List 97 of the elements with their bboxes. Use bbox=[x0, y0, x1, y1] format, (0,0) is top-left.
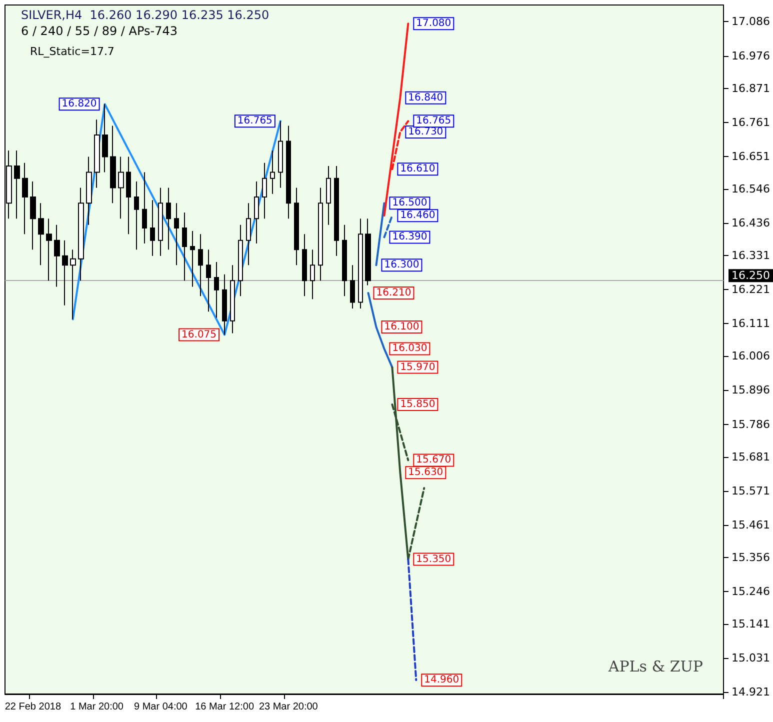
data-label: 16.820 bbox=[62, 98, 97, 110]
y-tick-label: 15.141 bbox=[732, 618, 770, 631]
data-label: 16.840 bbox=[408, 92, 444, 104]
candlestick bbox=[358, 218, 363, 309]
y-tick-label: 16.006 bbox=[732, 350, 770, 363]
candlestick bbox=[70, 249, 76, 320]
candlestick bbox=[54, 224, 60, 288]
data-label: 15.350 bbox=[416, 554, 452, 565]
candlestick bbox=[262, 162, 267, 220]
data-label: 16.765 bbox=[416, 116, 452, 127]
data-label: 16.100 bbox=[384, 322, 420, 333]
candlestick bbox=[326, 166, 331, 226]
candlestick bbox=[222, 274, 227, 336]
candlestick bbox=[238, 224, 243, 297]
candlestick bbox=[294, 187, 299, 266]
candlestick bbox=[270, 150, 275, 194]
y-tick-label: 16.546 bbox=[732, 182, 770, 196]
candlestick bbox=[46, 218, 52, 282]
y-tick-label: 17.086 bbox=[732, 15, 770, 28]
x-tick-label: 1 Mar 20:00 bbox=[70, 702, 124, 712]
candlestick bbox=[78, 187, 84, 282]
candlestick bbox=[214, 262, 219, 318]
y-tick-label: 15.681 bbox=[732, 450, 770, 464]
y-tick-label: 16.761 bbox=[732, 116, 770, 129]
annotation: APLs & ZUP bbox=[607, 658, 704, 676]
candlestick bbox=[174, 202, 179, 266]
candlestick bbox=[38, 202, 44, 266]
x-tick-label: 9 Mar 04:00 bbox=[134, 702, 188, 712]
data-label: 16.500 bbox=[392, 198, 428, 209]
candlestick bbox=[342, 224, 347, 297]
candlestick bbox=[150, 200, 155, 256]
y-tick-label: 15.461 bbox=[732, 518, 770, 532]
candlestick bbox=[302, 234, 307, 297]
y-tick-label: 16.331 bbox=[732, 249, 770, 262]
y-tick-label: 16.871 bbox=[732, 82, 770, 95]
candlestick bbox=[22, 162, 28, 235]
y-tick-label: 15.786 bbox=[732, 418, 770, 431]
chart-title: SILVER,H4 16.260 16.290 16.235 16.250 bbox=[21, 8, 270, 22]
data-label: 17.080 bbox=[416, 18, 452, 30]
y-tick-label: 16.436 bbox=[732, 216, 770, 230]
data-label: 16.390 bbox=[392, 232, 428, 243]
candlestick bbox=[198, 234, 203, 297]
candlestick bbox=[350, 264, 355, 309]
data-label: 15.970 bbox=[400, 362, 436, 373]
candlestick bbox=[134, 181, 139, 250]
y-tick-label: 14.921 bbox=[732, 686, 770, 699]
candlestick bbox=[94, 119, 100, 188]
candlestick bbox=[365, 218, 371, 286]
data-label: 16.730 bbox=[408, 126, 444, 138]
y-tick-label: 16.651 bbox=[732, 150, 770, 163]
candlestick bbox=[286, 125, 291, 220]
candlestick bbox=[126, 156, 131, 235]
candlestick bbox=[102, 104, 108, 173]
candlestick bbox=[158, 187, 163, 256]
y-tick-label: 16.976 bbox=[732, 49, 770, 62]
ref-line-label: 16.250 bbox=[732, 269, 770, 282]
data-label: 16.300 bbox=[384, 260, 420, 271]
x-tick-label: 23 Mar 20:00 bbox=[258, 702, 318, 712]
candlestick bbox=[278, 120, 283, 188]
text: 6 / 240 / 55 / 89 / APs-743 bbox=[21, 24, 178, 38]
candlestick bbox=[118, 156, 124, 220]
candlestick bbox=[230, 264, 235, 334]
x-tick-label: 22 Feb 2018 bbox=[4, 702, 62, 712]
data-label: 15.630 bbox=[408, 467, 444, 478]
y-tick-label: 16.221 bbox=[732, 283, 770, 296]
annotation: RL_Static=17.7 bbox=[30, 45, 114, 58]
data-label: 16.075 bbox=[182, 329, 217, 340]
candlestick bbox=[310, 249, 315, 300]
data-label: 16.610 bbox=[400, 164, 436, 175]
y-tick-label: 15.896 bbox=[732, 384, 770, 397]
data-label: 16.030 bbox=[392, 343, 428, 354]
candlestick bbox=[110, 125, 116, 204]
x-tick-label: 16 Mar 12:00 bbox=[195, 702, 254, 712]
candlestick bbox=[182, 212, 187, 282]
candlestick bbox=[86, 156, 92, 226]
data-label: 15.850 bbox=[400, 398, 436, 410]
candlestick bbox=[62, 240, 68, 306]
candlestick bbox=[206, 249, 211, 312]
candlestick bbox=[254, 181, 259, 244]
y-tick-label: 15.571 bbox=[732, 484, 770, 498]
y-tick-label: 15.356 bbox=[732, 550, 770, 564]
candlestick bbox=[166, 187, 171, 250]
data-label: 14.960 bbox=[424, 674, 460, 686]
data-label: 16.765 bbox=[237, 116, 272, 127]
candlestick bbox=[246, 202, 251, 266]
candlestick bbox=[334, 166, 339, 256]
y-tick-label: 15.246 bbox=[732, 585, 770, 598]
data-label: 15.670 bbox=[416, 454, 452, 466]
y-tick-label: 15.031 bbox=[732, 652, 770, 665]
candlestick bbox=[14, 150, 20, 220]
candlestick bbox=[318, 187, 323, 282]
candlestick bbox=[142, 172, 147, 244]
candlestick bbox=[30, 181, 36, 250]
candlestick bbox=[190, 230, 195, 288]
y-tick-label: 16.111 bbox=[732, 317, 770, 330]
data-label: 16.210 bbox=[376, 287, 412, 298]
data-label: 16.460 bbox=[400, 210, 436, 222]
